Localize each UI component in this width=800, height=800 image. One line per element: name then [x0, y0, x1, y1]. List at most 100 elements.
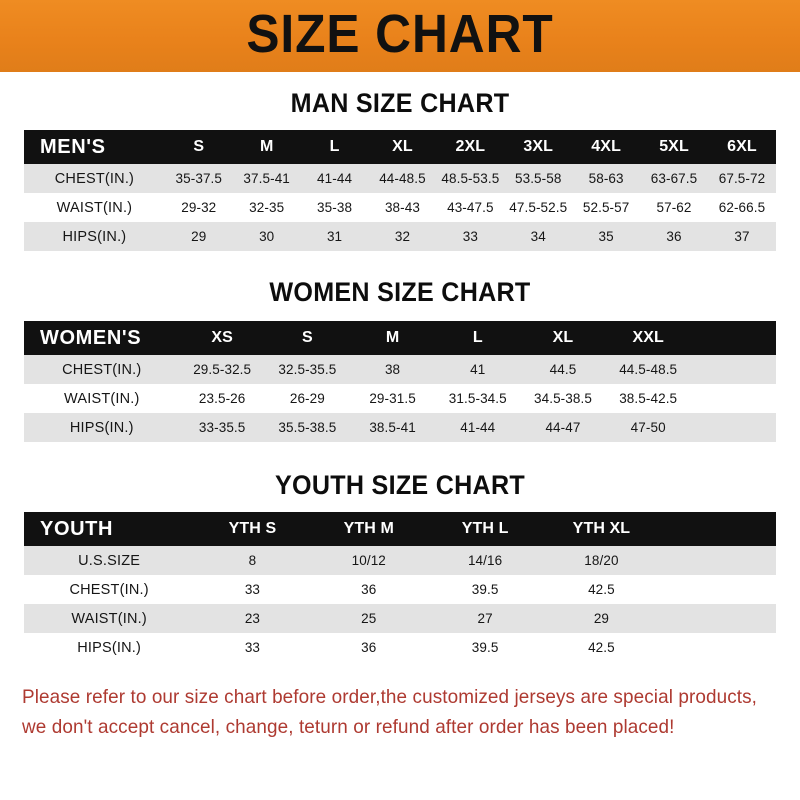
table-cell: 26-29 [264, 384, 350, 413]
youth-section-title: YOUTH SIZE CHART [275, 470, 525, 500]
table-cell: 52.5-57 [572, 193, 641, 222]
men-size-header-6: 3XL [504, 130, 573, 164]
table-cell: 36 [310, 575, 427, 604]
table-cell: 35-38 [300, 193, 369, 222]
table-cell: 23.5-26 [179, 384, 265, 413]
men-size-header-9: 6XL [707, 130, 776, 164]
table-row: WAIST(IN.) 29-32 32-35 35-38 38-43 43-47.5 47.… [24, 193, 776, 222]
table-row: CHEST(IN.) 35-37.5 37.5-41 41-44 44-48.5 48.5… [24, 164, 776, 193]
table-cell [659, 633, 776, 662]
women-section-title: WOMEN SIZE CHART [269, 277, 531, 307]
table-cell: 25 [310, 604, 427, 633]
table-cell [690, 355, 776, 384]
table-cell: 33 [436, 222, 505, 251]
table-cell: 34 [504, 222, 573, 251]
youth-size-header-4: YTH XL [543, 512, 660, 546]
table-cell: 47-50 [605, 413, 691, 442]
men-size-header-5: 2XL [436, 130, 505, 164]
women-size-header-7 [690, 321, 776, 355]
table-cell: 33-35.5 [179, 413, 265, 442]
youth-header-row: YOUTH YTH S YTH M YTH L YTH XL [24, 512, 776, 546]
table-cell: 44-48.5 [368, 164, 437, 193]
table-cell: 8 [194, 546, 311, 575]
table-cell: 35 [572, 222, 641, 251]
table-row: CHEST(IN.) 29.5-32.5 32.5-35.5 38 41 44.5 44.5… [24, 355, 776, 384]
table-cell [659, 575, 776, 604]
women-size-header-5: XL [520, 321, 606, 355]
table-cell: 32 [368, 222, 437, 251]
footer-note: Please refer to our size chart before or… [22, 682, 758, 742]
footer-note-line-1: Please refer to our size chart before or… [22, 686, 758, 708]
table-cell: 14/16 [426, 546, 544, 575]
men-size-table: MEN'S S M L XL 2XL 3XL 4XL 5XL 6XL CHEST(IN.) 35-… [24, 130, 776, 251]
table-cell: 32-35 [232, 193, 301, 222]
table-cell [659, 546, 776, 575]
table-cell: 42.5 [543, 575, 660, 604]
table-cell: 63-67.5 [640, 164, 708, 193]
table-cell: 32.5-35.5 [264, 355, 350, 384]
table-cell: 35.5-38.5 [264, 413, 350, 442]
men-row-label-1: CHEST(IN.) [24, 164, 165, 193]
youth-size-header-5 [659, 512, 776, 546]
table-cell: 29-31.5 [349, 384, 436, 413]
table-cell: 47.5-52.5 [504, 193, 573, 222]
men-size-header-1: S [164, 130, 233, 164]
table-cell: 33 [194, 575, 311, 604]
men-section-title: MAN SIZE CHART [290, 88, 510, 118]
table-cell: 44-47 [520, 413, 606, 442]
footer-note-line-2: we don't accept cancel, change, teturn o… [22, 716, 675, 738]
women-header-label: WOMEN'S [24, 321, 180, 355]
youth-table-head: YOUTH YTH S YTH M YTH L YTH XL [24, 512, 776, 546]
women-size-header-1: XS [179, 321, 265, 355]
table-cell [690, 384, 776, 413]
men-size-header-3: L [300, 130, 369, 164]
table-cell: 27 [426, 604, 544, 633]
men-header-label: MEN'S [24, 130, 165, 164]
table-cell: 10/12 [310, 546, 427, 575]
table-cell: 39.5 [426, 575, 544, 604]
table-cell: 33 [194, 633, 311, 662]
table-cell: 36 [640, 222, 708, 251]
table-cell: 29 [543, 604, 660, 633]
table-cell: 38.5-41 [349, 413, 436, 442]
youth-row-label-4: HIPS(IN.) [24, 633, 195, 662]
youth-row-label-1: U.S.SIZE [24, 546, 195, 575]
table-cell: 42.5 [543, 633, 660, 662]
table-row: U.S.SIZE 8 10/12 14/16 18/20 [24, 546, 776, 575]
youth-size-header-1: YTH S [194, 512, 311, 546]
table-cell [690, 413, 776, 442]
table-cell: 41-44 [435, 413, 521, 442]
youth-size-header-3: YTH L [426, 512, 544, 546]
women-table-head: WOMEN'S XS S M L XL XXL [24, 321, 776, 355]
table-cell: 30 [232, 222, 301, 251]
table-cell: 67.5-72 [707, 164, 776, 193]
men-size-header-4: XL [368, 130, 437, 164]
women-size-header-6: XXL [605, 321, 691, 355]
women-size-header-2: S [264, 321, 350, 355]
women-row-label-1: CHEST(IN.) [24, 355, 180, 384]
men-table-head: MEN'S S M L XL 2XL 3XL 4XL 5XL 6XL [24, 130, 776, 164]
men-size-header-7: 4XL [572, 130, 641, 164]
page-title: SIZE CHART [246, 4, 554, 64]
page-banner: SIZE CHART [0, 0, 800, 72]
women-header-row: WOMEN'S XS S M L XL XXL [24, 321, 776, 355]
table-cell: 31.5-34.5 [435, 384, 521, 413]
table-cell: 23 [194, 604, 311, 633]
table-cell: 57-62 [640, 193, 708, 222]
table-cell: 37.5-41 [232, 164, 301, 193]
table-cell: 53.5-58 [504, 164, 573, 193]
table-cell: 38-43 [368, 193, 437, 222]
youth-row-label-3: WAIST(IN.) [24, 604, 195, 633]
men-row-label-3: HIPS(IN.) [24, 222, 165, 251]
table-cell: 41 [435, 355, 521, 384]
table-row: HIPS(IN.) 33-35.5 35.5-38.5 38.5-41 41-44 44-… [24, 413, 776, 442]
youth-row-label-2: CHEST(IN.) [24, 575, 195, 604]
table-cell: 29.5-32.5 [179, 355, 265, 384]
table-cell: 31 [300, 222, 369, 251]
men-size-header-8: 5XL [640, 130, 708, 164]
table-cell: 48.5-53.5 [436, 164, 505, 193]
youth-table-body: U.S.SIZE 8 10/12 14/16 18/20 CHEST(IN.) 33 36 39… [24, 546, 776, 662]
table-cell: 37 [707, 222, 776, 251]
table-row: WAIST(IN.) 23.5-26 26-29 29-31.5 31.5-34.5 34… [24, 384, 776, 413]
women-row-label-2: WAIST(IN.) [24, 384, 180, 413]
